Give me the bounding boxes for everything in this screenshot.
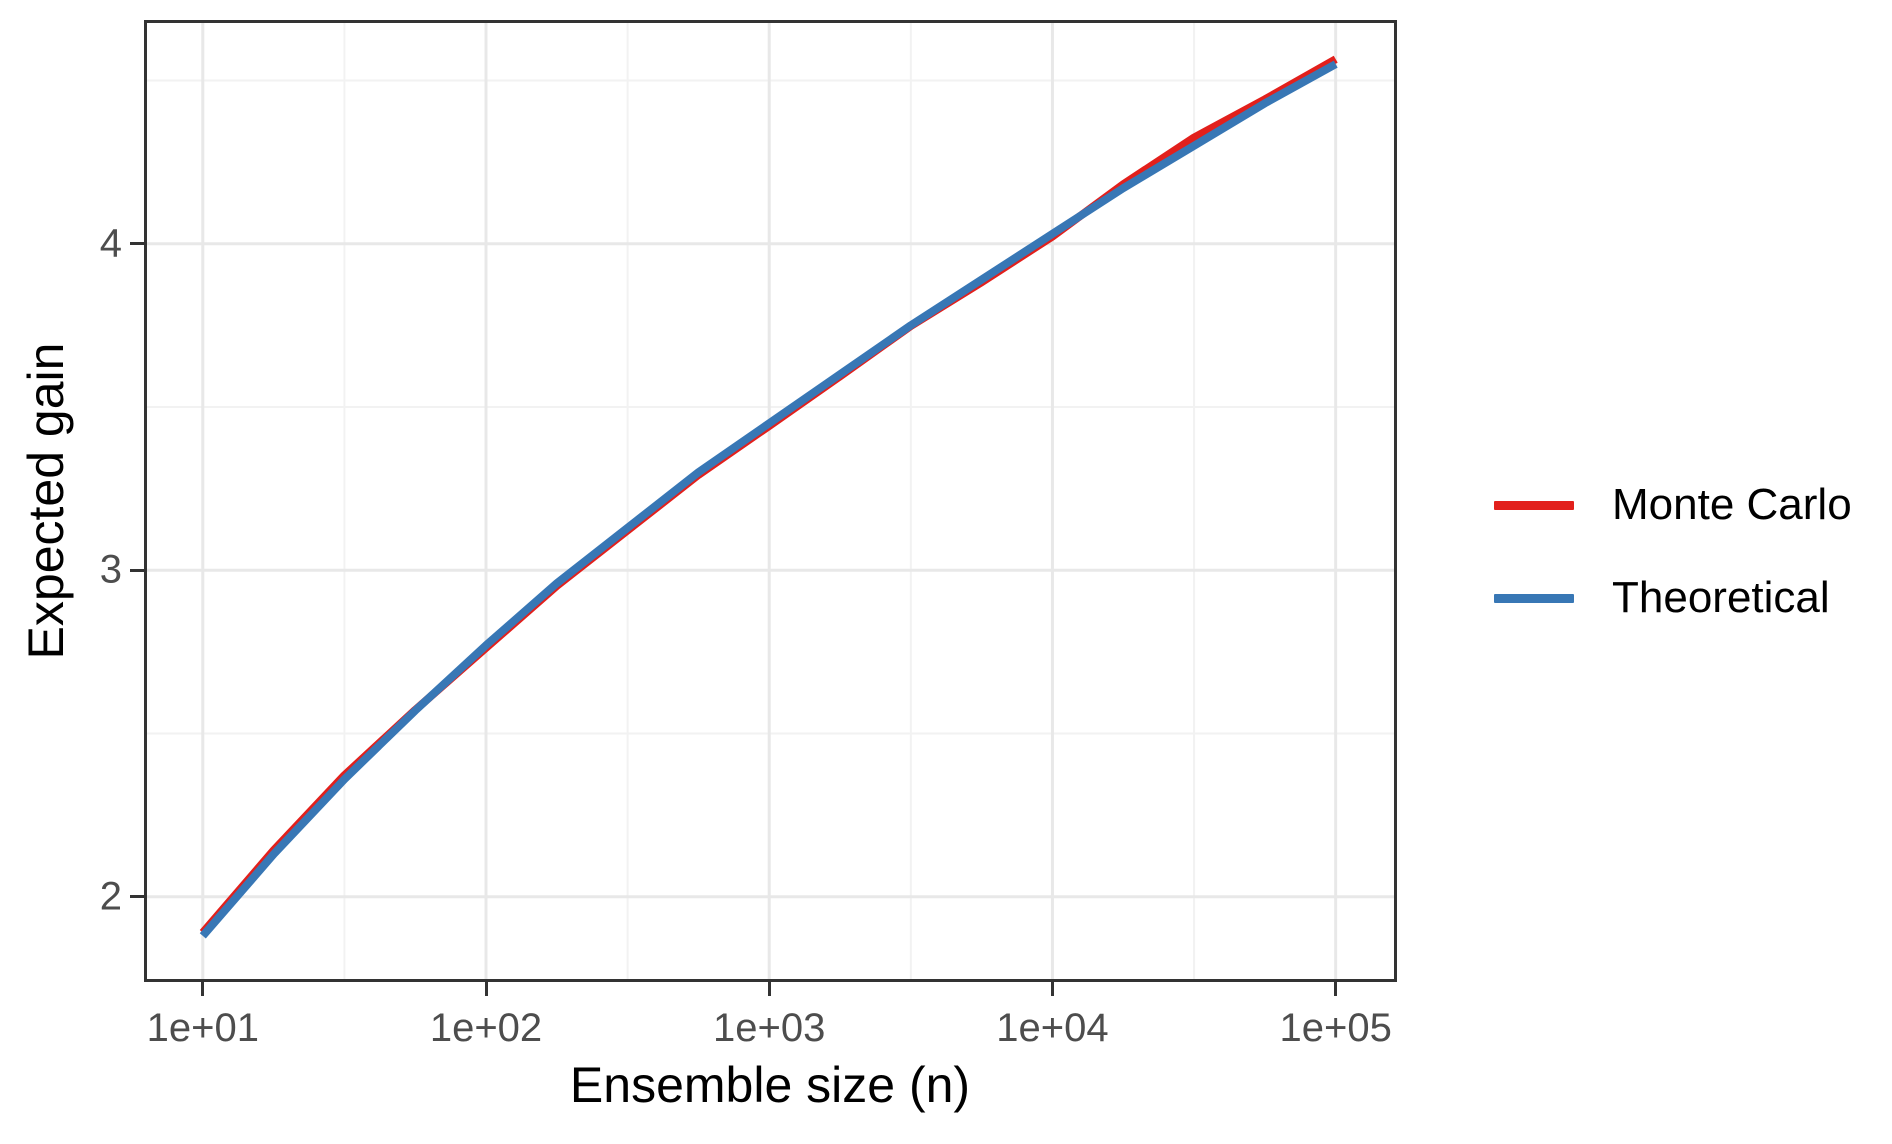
legend-key-theoretical-line-icon: [1494, 593, 1574, 603]
x-tick-mark: [201, 982, 205, 996]
x-tick-label: 1e+03: [713, 1006, 826, 1050]
legend-item-theoretical: Theoretical: [1494, 573, 1830, 623]
y-tick-label: 3: [99, 547, 122, 592]
y-axis-title: Expected gain: [0, 343, 396, 660]
x-tick-mark: [484, 982, 488, 996]
y-tick-mark: [130, 895, 144, 899]
x-tick-label: 1e+02: [429, 1006, 543, 1050]
y-axis-title-text: Expected gain: [18, 342, 74, 660]
theoretical-line: [199, 60, 1338, 939]
x-tick-mark: [767, 982, 771, 996]
x-tick-label: 1e+01: [146, 1006, 259, 1050]
x-tick-mark: [1050, 982, 1054, 996]
x-tick-label: 1e+04: [996, 1006, 1109, 1050]
legend-label-theoretical: Theoretical: [1612, 573, 1830, 622]
x-tick-mark: [1334, 982, 1338, 996]
legend-label-monte-carlo: Monte Carlo: [1612, 480, 1852, 529]
y-tick-label: 4: [99, 221, 122, 266]
x-tick-label: 1e+05: [1279, 1006, 1392, 1050]
legend-key-monte-carlo-line-icon: [1494, 500, 1574, 510]
plot-canvas: [147, 23, 1394, 979]
legend-item-monte-carlo: Monte Carlo: [1494, 480, 1852, 530]
plot-panel: [144, 20, 1397, 982]
y-tick-label: 2: [99, 874, 122, 919]
y-tick-mark: [130, 242, 144, 246]
x-axis-title: Ensemble size (n): [569, 1057, 971, 1113]
y-tick-mark: [130, 568, 144, 572]
